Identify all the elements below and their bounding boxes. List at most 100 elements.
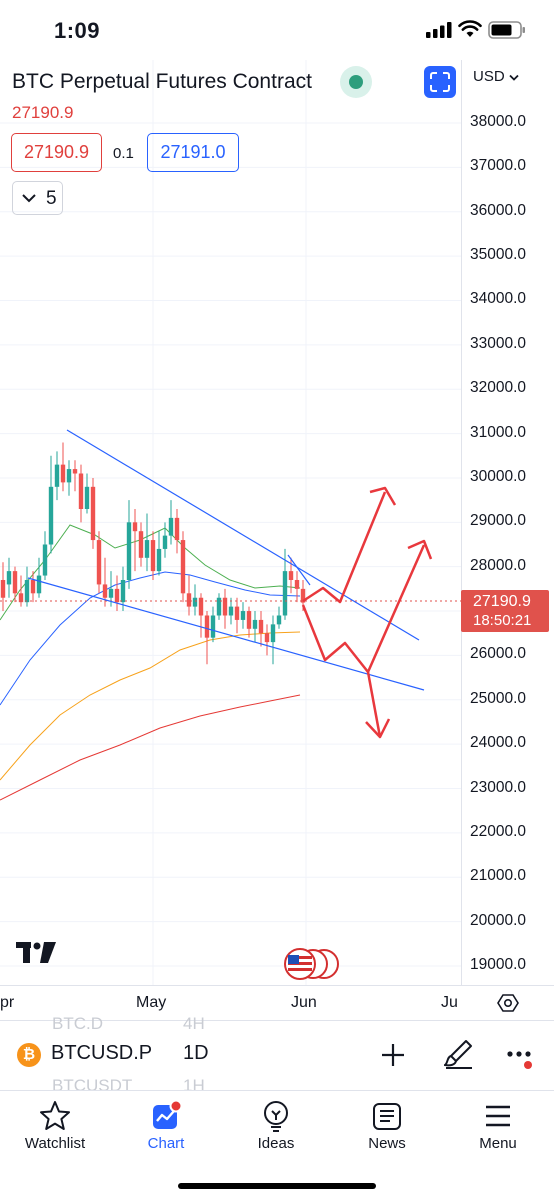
price-axis-label: 19000.0 [470, 956, 527, 973]
candle-body [204, 615, 210, 638]
chevron-down-icon [22, 194, 36, 203]
more-options-icon[interactable] [506, 1045, 538, 1071]
indicators-toggle-button[interactable]: 5 [12, 181, 63, 215]
price-axis-label: 26000.0 [470, 645, 527, 663]
ma-line-orange [0, 631, 301, 781]
nav-watchlist[interactable]: Watchlist [0, 1099, 110, 1152]
candle-body [150, 540, 156, 572]
status-bar: 1:09 [0, 0, 554, 60]
price-axis-label: 37000.0 [470, 157, 527, 175]
nav-ideas[interactable]: Ideas [221, 1099, 331, 1152]
price-axis-label: 30000.0 [470, 467, 527, 485]
candle-body [252, 619, 258, 629]
current-price-label: 27190.9 [473, 593, 531, 610]
price-axis-label: 28000.0 [470, 556, 527, 574]
candle-body [300, 588, 306, 603]
candlesticks [0, 442, 306, 665]
add-plus-icon[interactable] [380, 1042, 406, 1068]
candle-body [240, 611, 246, 620]
price-axis-label: 24000.0 [470, 734, 527, 752]
candle-body [84, 486, 90, 510]
currency-select[interactable]: USD [473, 68, 519, 85]
candle-body [114, 588, 120, 603]
nav-menu[interactable]: Menu [443, 1099, 553, 1152]
drawing-brush-icon[interactable] [444, 1038, 474, 1070]
nav-label: Chart [147, 1135, 185, 1152]
candle-body [264, 633, 270, 643]
candle-body [192, 597, 198, 607]
price-axis-label: 31000.0 [470, 423, 527, 441]
symbol-search-button[interactable]: BTCUSD.P [51, 1042, 153, 1064]
time-label: pr [0, 994, 15, 1011]
candle-body [258, 619, 264, 634]
candle-body [72, 469, 78, 474]
candle-body [198, 597, 204, 616]
economic-events-icon[interactable] [283, 948, 341, 980]
candle-body [270, 624, 276, 643]
nav-label: Watchlist [24, 1135, 86, 1152]
recent-interval-above: 4H [183, 1014, 205, 1033]
candle-body [288, 571, 294, 580]
trendline-segment [287, 554, 311, 586]
price-axis-label: 33000.0 [470, 334, 527, 352]
price-axis-label: 35000.0 [470, 246, 527, 264]
nav-label: Menu [479, 1135, 517, 1152]
chevron-down-icon [509, 74, 519, 81]
price-axis[interactable] [461, 60, 554, 985]
price-axis-label: 34000.0 [470, 290, 527, 308]
nav-label: Ideas [257, 1135, 295, 1152]
candle-body [294, 579, 300, 589]
market-status-indicator[interactable] [340, 66, 372, 98]
lightbulb-icon [264, 1101, 288, 1132]
time-axis[interactable]: pr May Jun Ju [0, 985, 554, 1020]
spread-value: 0.1 [113, 145, 134, 162]
candle-body [156, 548, 162, 572]
candle-body [228, 606, 234, 616]
nav-chart[interactable]: Chart [111, 1099, 221, 1152]
candle-body [42, 544, 48, 576]
hamburger-icon [486, 1105, 510, 1127]
candle-body [210, 615, 216, 638]
price-axis-label: 38000.0 [470, 113, 527, 130]
last-price: 27190.9 [12, 103, 74, 122]
buy-price-button[interactable]: 27191.0 [147, 133, 239, 172]
bar-countdown: 18:50:21 [473, 612, 532, 629]
candle-body [162, 535, 168, 549]
candle-body [30, 579, 36, 594]
indicator-count: 5 [46, 188, 57, 209]
price-axis-label: 20000.0 [470, 911, 527, 929]
currency-label: USD [473, 68, 505, 85]
candle-body [222, 597, 228, 616]
recent-symbol-above: BTC.D [52, 1014, 103, 1033]
interval-button[interactable]: 1D [183, 1042, 209, 1064]
candle-body [90, 486, 96, 541]
projection-path-breakout [301, 544, 426, 674]
bitcoin-icon: ₿ [17, 1043, 41, 1067]
price-axis-label: 36000.0 [470, 201, 527, 219]
candle-body [18, 593, 24, 603]
candle-body [108, 588, 114, 598]
arrowhead-up-icon [369, 486, 397, 506]
price-chart[interactable] [0, 60, 461, 985]
symbol-title: BTC Perpetual Futures Contract [12, 70, 312, 93]
battery-icon [488, 21, 525, 39]
time-label: Ju [441, 994, 458, 1011]
time-label: Jun [291, 994, 317, 1011]
sell-price-button[interactable]: 27190.9 [11, 133, 102, 172]
trendline-upper [66, 429, 420, 641]
candle-body [246, 611, 252, 629]
cellular-signal-icon [426, 22, 452, 38]
candle-body [216, 597, 222, 616]
chart-settings-icon[interactable] [497, 992, 519, 1014]
candle-body [36, 575, 42, 594]
price-axis-label: 25000.0 [470, 689, 527, 707]
candle-body [168, 517, 174, 536]
candle-body [48, 486, 54, 545]
fullscreen-button[interactable] [424, 66, 456, 98]
arrowhead-up-icon [407, 539, 433, 560]
nav-news[interactable]: News [332, 1099, 442, 1152]
candle-body [66, 469, 72, 483]
price-axis-label: 29000.0 [470, 512, 527, 530]
chart-icon [153, 1099, 183, 1129]
candle-body [24, 579, 30, 603]
